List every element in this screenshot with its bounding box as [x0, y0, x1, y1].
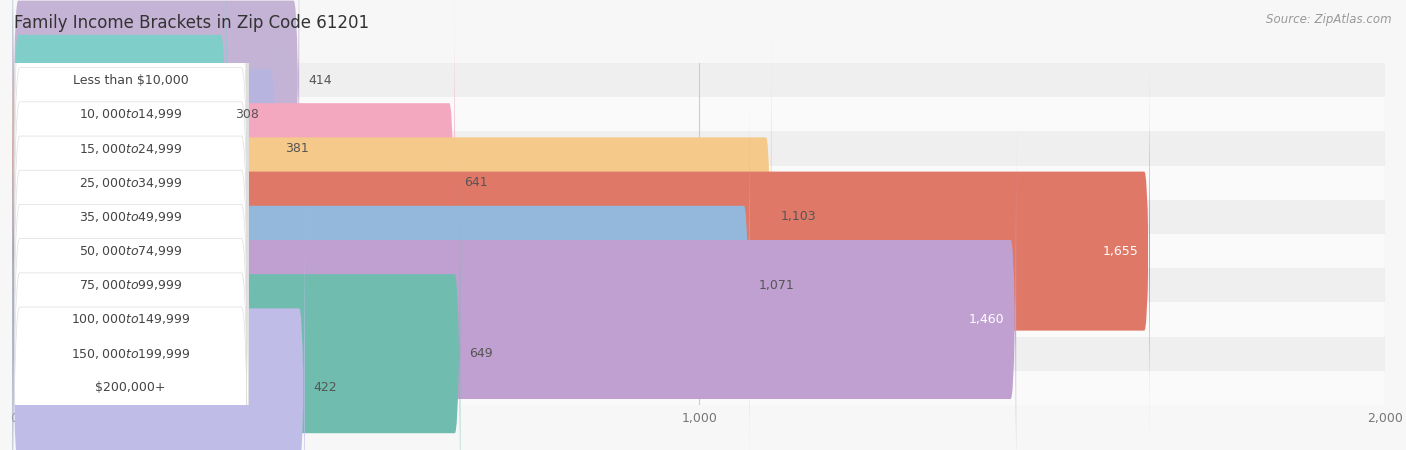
- Text: Source: ZipAtlas.com: Source: ZipAtlas.com: [1267, 14, 1392, 27]
- Text: 1,103: 1,103: [780, 211, 815, 223]
- FancyBboxPatch shape: [13, 127, 249, 450]
- Text: $25,000 to $34,999: $25,000 to $34,999: [79, 176, 183, 190]
- Text: $50,000 to $74,999: $50,000 to $74,999: [79, 244, 183, 258]
- Text: 1,655: 1,655: [1102, 245, 1139, 257]
- FancyBboxPatch shape: [13, 0, 249, 375]
- FancyBboxPatch shape: [13, 194, 305, 450]
- Text: $75,000 to $99,999: $75,000 to $99,999: [79, 278, 183, 293]
- FancyBboxPatch shape: [13, 23, 772, 411]
- FancyBboxPatch shape: [13, 0, 249, 450]
- Text: $10,000 to $14,999: $10,000 to $14,999: [79, 107, 183, 122]
- FancyBboxPatch shape: [13, 24, 249, 450]
- Text: $15,000 to $24,999: $15,000 to $24,999: [79, 141, 183, 156]
- Bar: [14, 371, 1385, 405]
- Bar: [14, 131, 1385, 166]
- Text: 641: 641: [464, 176, 488, 189]
- FancyBboxPatch shape: [13, 0, 226, 308]
- Text: Family Income Brackets in Zip Code 61201: Family Income Brackets in Zip Code 61201: [14, 14, 370, 32]
- Text: 414: 414: [308, 74, 332, 86]
- FancyBboxPatch shape: [13, 57, 1150, 445]
- Text: 1,071: 1,071: [758, 279, 794, 292]
- FancyBboxPatch shape: [13, 0, 249, 444]
- FancyBboxPatch shape: [13, 0, 249, 410]
- FancyBboxPatch shape: [13, 0, 454, 377]
- Bar: [14, 268, 1385, 302]
- FancyBboxPatch shape: [13, 126, 1017, 450]
- Bar: [14, 234, 1385, 268]
- Text: $200,000+: $200,000+: [96, 382, 166, 394]
- Text: 422: 422: [314, 382, 337, 394]
- FancyBboxPatch shape: [13, 0, 249, 341]
- Bar: [14, 97, 1385, 131]
- Text: 1,460: 1,460: [969, 313, 1004, 326]
- Bar: [14, 200, 1385, 234]
- Bar: [14, 166, 1385, 200]
- FancyBboxPatch shape: [13, 0, 299, 274]
- Text: Less than $10,000: Less than $10,000: [73, 74, 188, 86]
- Text: $100,000 to $149,999: $100,000 to $149,999: [70, 312, 190, 327]
- Bar: [14, 337, 1385, 371]
- FancyBboxPatch shape: [13, 160, 460, 450]
- Text: 649: 649: [470, 347, 494, 360]
- Bar: [14, 63, 1385, 97]
- Text: $35,000 to $49,999: $35,000 to $49,999: [79, 210, 183, 224]
- Text: 308: 308: [235, 108, 259, 121]
- Bar: [14, 302, 1385, 337]
- FancyBboxPatch shape: [13, 91, 749, 450]
- FancyBboxPatch shape: [13, 0, 277, 342]
- FancyBboxPatch shape: [13, 0, 249, 450]
- FancyBboxPatch shape: [13, 93, 249, 450]
- Text: $150,000 to $199,999: $150,000 to $199,999: [70, 346, 190, 361]
- FancyBboxPatch shape: [13, 58, 249, 450]
- Text: 381: 381: [285, 142, 309, 155]
